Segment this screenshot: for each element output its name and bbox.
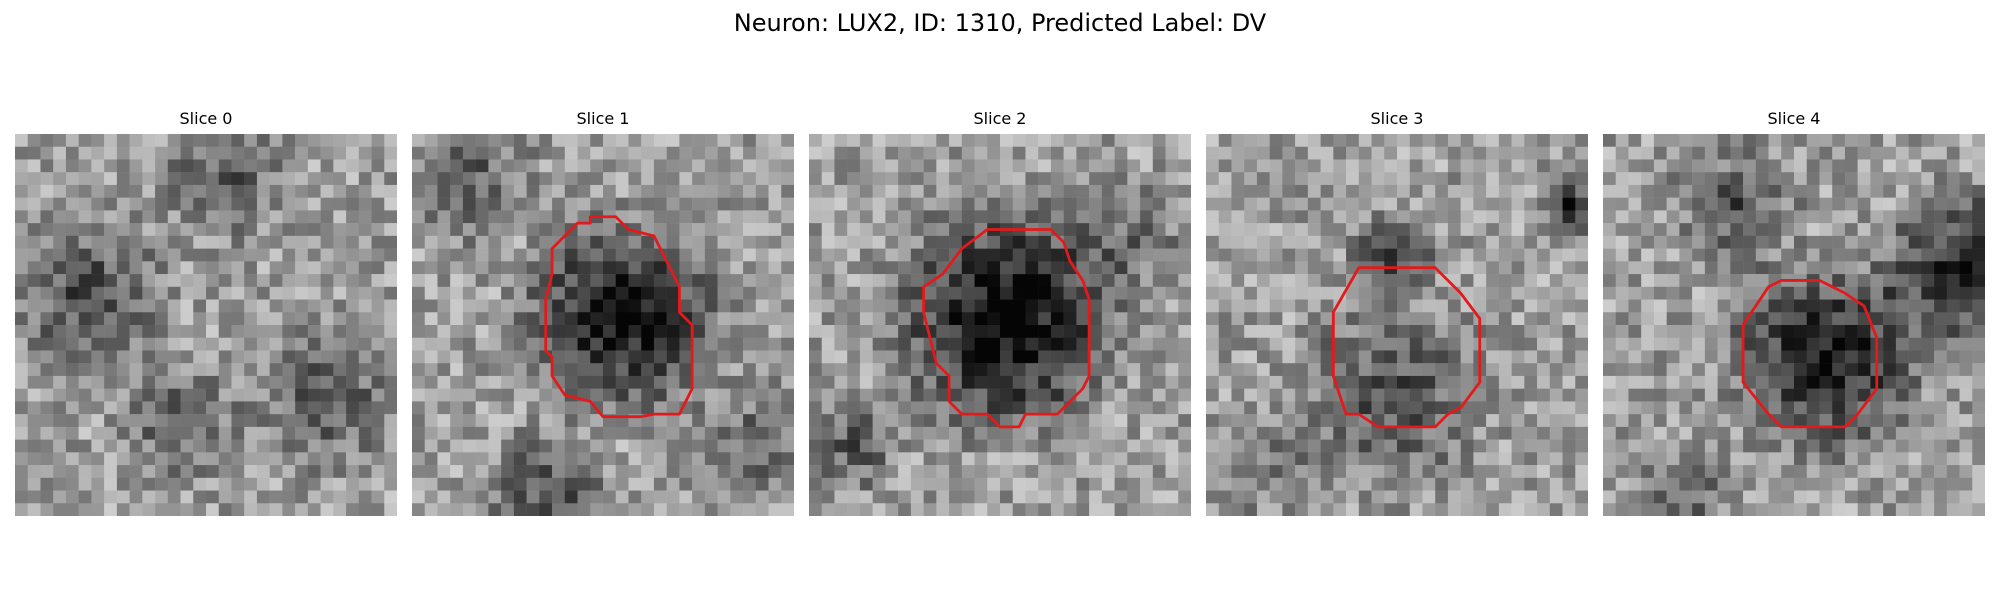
slice-title: Slice 2 — [973, 109, 1027, 128]
roi-outline — [544, 215, 694, 419]
slice-title: Slice 1 — [576, 109, 630, 128]
roi-outline — [1331, 266, 1482, 429]
microscopy-image — [412, 134, 794, 516]
roi-outline — [1741, 279, 1879, 429]
pixel-grid — [1603, 134, 1985, 516]
pixel-grid — [15, 134, 397, 516]
slice-title: Slice 0 — [179, 109, 233, 128]
slice-title: Slice 4 — [1767, 109, 1821, 128]
pixel-grid — [1206, 134, 1588, 516]
roi-outline — [922, 228, 1091, 429]
slice-title: Slice 3 — [1370, 109, 1424, 128]
microscopy-image — [1206, 134, 1588, 516]
pixel-grid — [412, 134, 794, 516]
figure-title: Neuron: LUX2, ID: 1310, Predicted Label:… — [733, 9, 1267, 37]
microscopy-image — [809, 134, 1191, 516]
microscopy-image — [1603, 134, 1985, 516]
pixel-grid — [809, 134, 1191, 516]
microscopy-image — [15, 134, 397, 516]
